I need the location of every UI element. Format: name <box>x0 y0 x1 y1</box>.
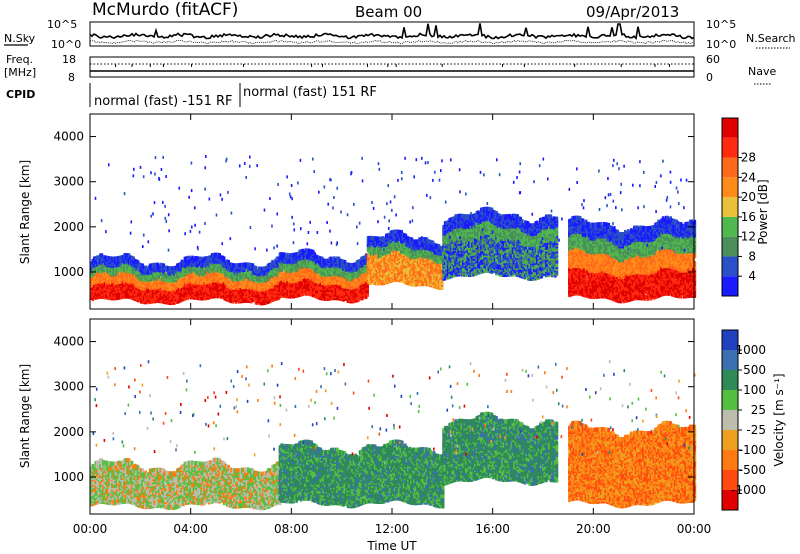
noise-panel: N.Sky 10^5 10^0 10^5 10^0 N.Search <box>4 18 796 51</box>
cpid-label: CPID <box>6 88 35 101</box>
noise-search-line <box>90 40 694 44</box>
noise-right-tick-top: 10^5 <box>706 18 736 31</box>
scatter-cell <box>223 256 226 260</box>
cpid-panel: CPID normal (fast) -151 RF normal (fast)… <box>6 83 377 109</box>
freq-tick-top: 18 <box>62 53 76 66</box>
noise-left-tick-bottom: 10^0 <box>51 38 81 51</box>
date-title: 09/Apr/2013 <box>586 3 679 21</box>
nave-tick-bottom: 0 <box>706 71 713 84</box>
superdarn-range-time-plot: McMurdo (fitACF) Beam 00 09/Apr/2013 N.S… <box>0 0 800 554</box>
scatter-cell <box>255 266 258 270</box>
nave-tick-top: 60 <box>706 53 720 66</box>
cpid-segment-1: normal (fast) -151 RF <box>94 94 233 109</box>
cpid-segment-2: normal (fast) 151 RF <box>243 85 377 100</box>
frequency-panel: Freq. [MHz] 18 8 60 0 Nave <box>4 53 776 84</box>
freq-tick-bottom: 8 <box>68 71 75 84</box>
noise-left-label: N.Sky <box>4 32 36 45</box>
freq-label-line1: Freq. <box>6 53 33 66</box>
power-scatter <box>90 155 696 305</box>
nave-label: Nave <box>748 65 776 78</box>
noise-left-tick-top: 10^5 <box>47 18 77 31</box>
beam-title: Beam 00 <box>355 3 422 21</box>
station-title: McMurdo (fitACF) <box>92 0 238 20</box>
noise-right-label: N.Search <box>746 32 796 45</box>
noise-right-tick-bottom: 10^0 <box>706 38 736 51</box>
noise-sky-line <box>90 23 694 38</box>
freq-label-line2: [MHz] <box>4 66 36 79</box>
